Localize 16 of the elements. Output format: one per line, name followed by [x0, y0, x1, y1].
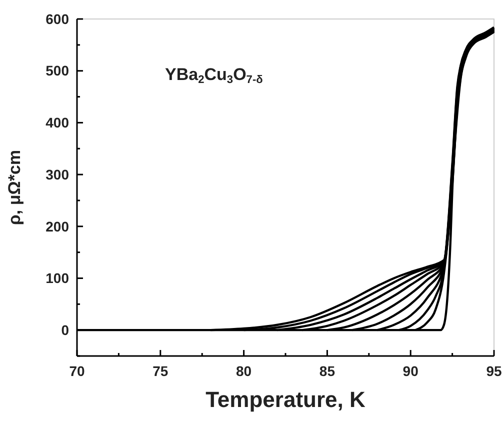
x-axis-title: Temperature, K: [206, 387, 366, 412]
y-axis-title: ρ, μΩ*cm: [5, 150, 24, 226]
x-tick-label: 95: [486, 363, 502, 379]
y-tick-label: 600: [46, 10, 70, 27]
y-tick-label: 400: [46, 114, 70, 131]
x-tick-label: 85: [319, 363, 336, 379]
x-tick-label: 75: [152, 363, 168, 379]
y-tick-label: 0: [61, 322, 70, 338]
x-tick-label: 80: [236, 363, 252, 379]
y-tick-label: 200: [46, 218, 70, 234]
y-tick-label: 100: [46, 270, 70, 286]
y-tick-label: 500: [46, 62, 70, 79]
x-tick-label: 90: [402, 363, 419, 379]
x-tick-label: 70: [69, 363, 85, 379]
annotation: YBa$_{2}$Cu$_{3}$O$_{7-δ}$: [165, 65, 264, 86]
y-tick-label: 300: [46, 166, 70, 182]
